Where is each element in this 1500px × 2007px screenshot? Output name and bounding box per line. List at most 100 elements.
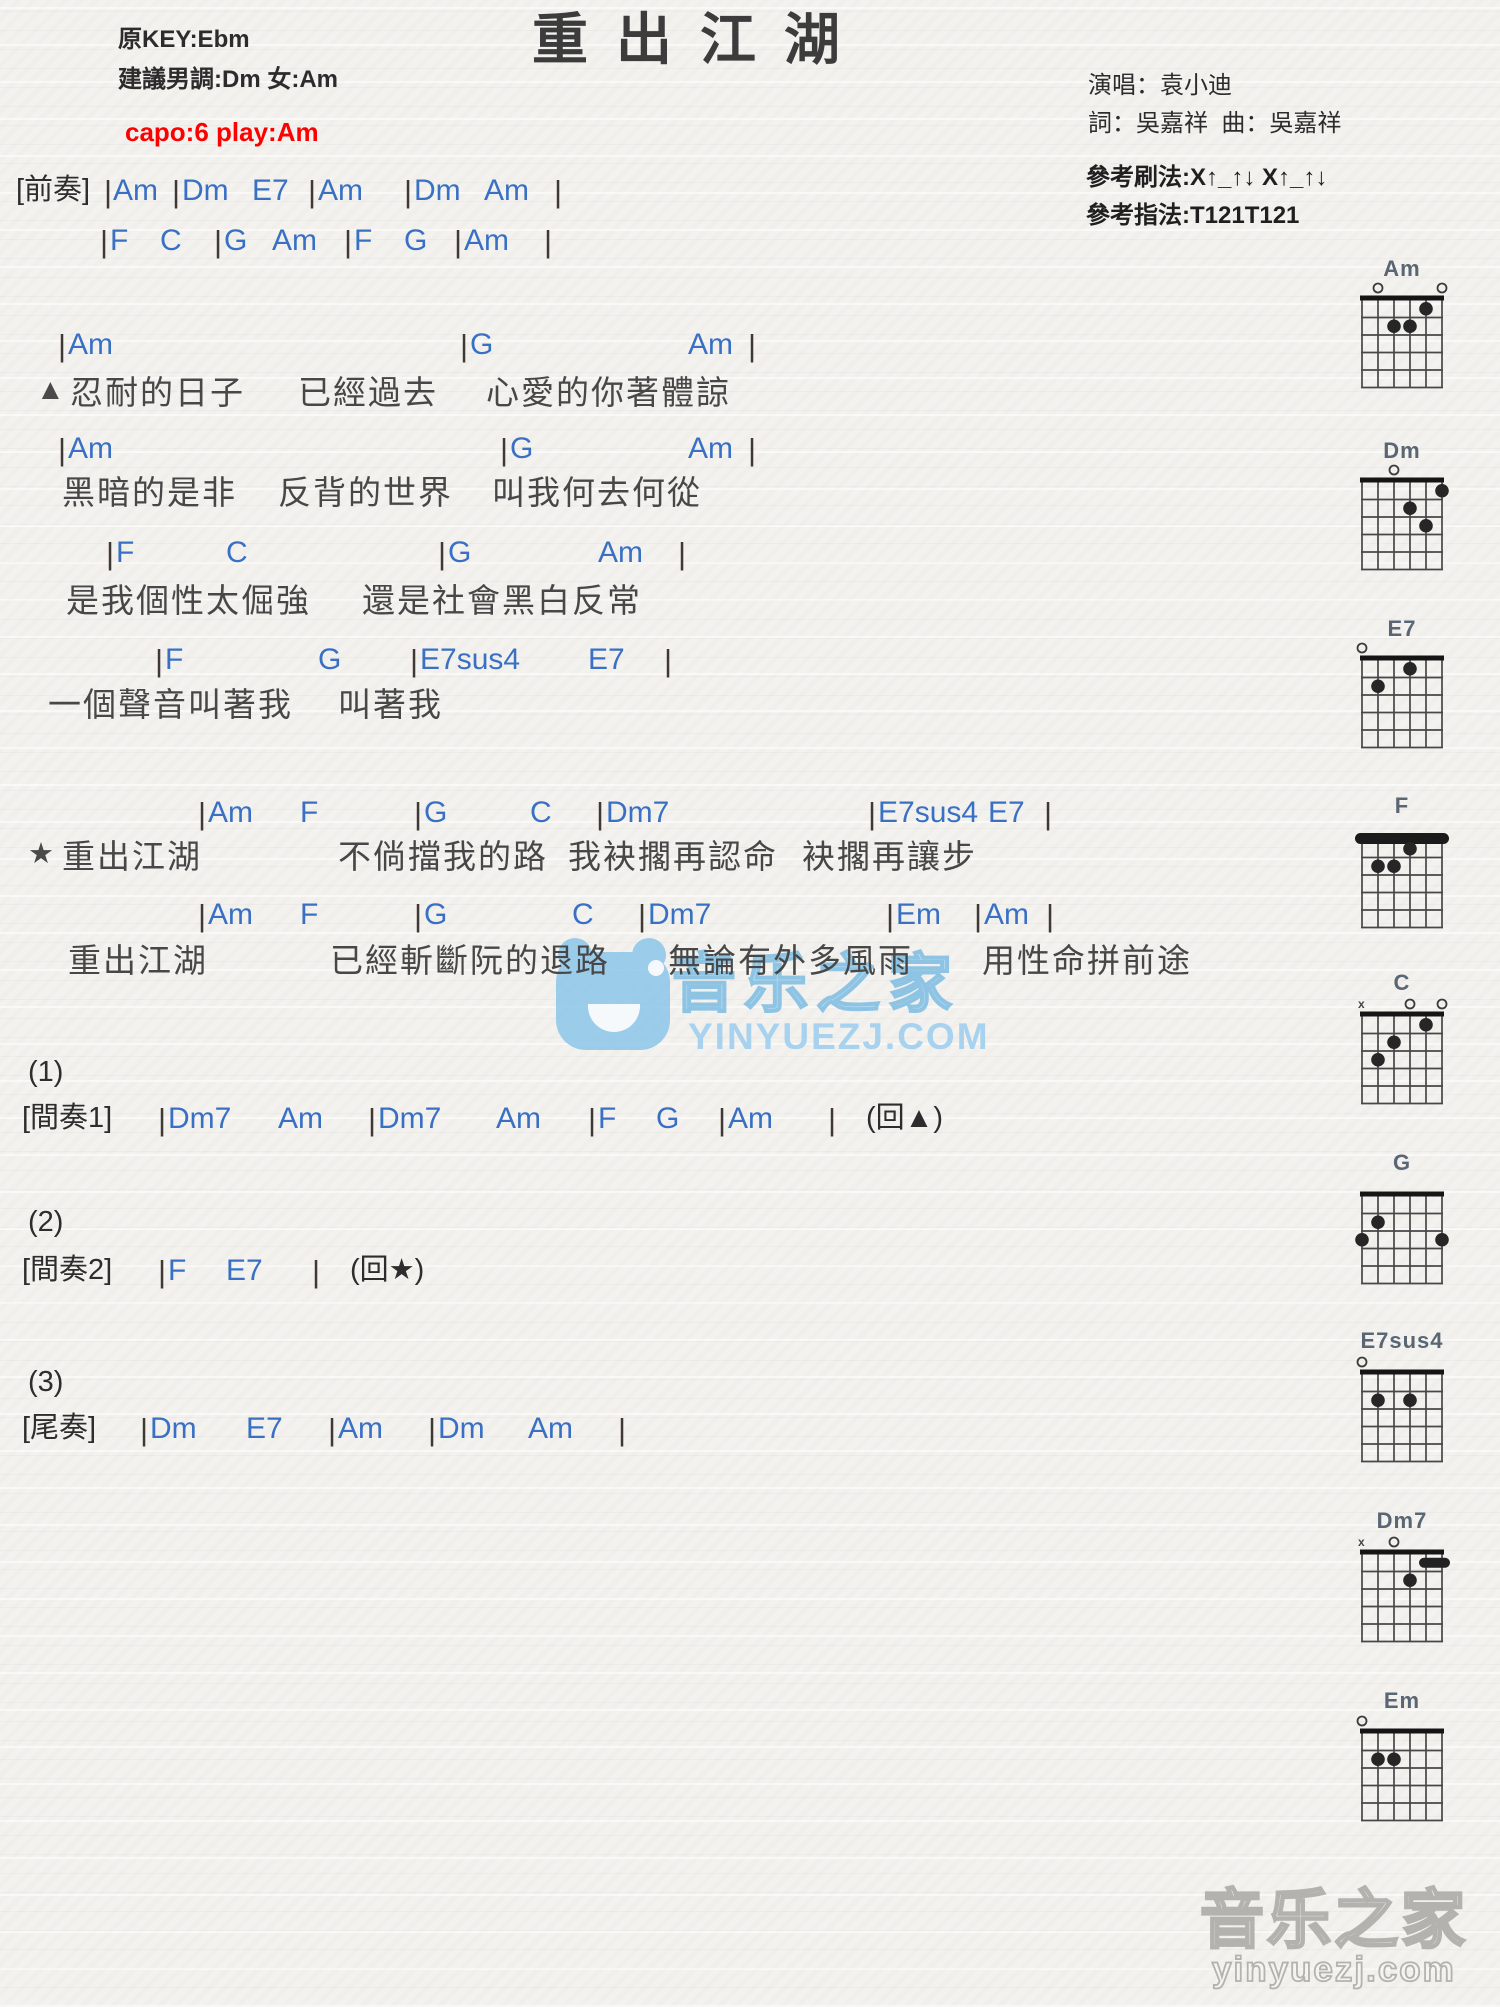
section-label: [前奏] xyxy=(16,174,91,206)
chord-token: E7 xyxy=(246,1412,283,1445)
watermark-brand-text: 音乐之家 xyxy=(671,947,960,1021)
barline-token: | xyxy=(58,432,67,467)
barline-token: | xyxy=(544,224,553,259)
barline-token: | xyxy=(1046,898,1055,933)
lyric-text: 還是社會黑白反常 xyxy=(362,582,642,619)
barline-token: | xyxy=(106,536,115,571)
chord-token: G xyxy=(424,796,448,829)
chord-diagram-E7 xyxy=(1356,642,1444,749)
original-key: 原KEY:Ebm xyxy=(118,26,250,53)
lyric-text: 我袂擱再認命 xyxy=(568,838,778,875)
chord-token: Am xyxy=(688,328,733,361)
section-label: (回▲) xyxy=(866,1102,944,1134)
barline-token: | xyxy=(214,224,223,259)
credits: 詞：吳嘉祥 曲：吳嘉祥 xyxy=(1088,110,1342,137)
section-label: (2) xyxy=(28,1206,64,1238)
chord-token: Am xyxy=(278,1102,323,1135)
yinyuezj-logo-icon xyxy=(556,938,674,1052)
chord-token: E7 xyxy=(252,174,289,207)
chord-token: F xyxy=(168,1254,187,1287)
lyric-text: 黑暗的是非 xyxy=(62,474,237,511)
chord-token: Am xyxy=(338,1412,383,1445)
chord-token: G xyxy=(224,224,248,257)
chord-token: Dm xyxy=(438,1412,485,1445)
barline-token: | xyxy=(312,1254,321,1289)
chord-token: Dm xyxy=(150,1412,197,1445)
chord-token: F xyxy=(354,224,373,257)
chord-name-F: F xyxy=(1394,793,1410,818)
barline-token: | xyxy=(58,328,67,363)
barline-token: | xyxy=(414,898,423,933)
chord-token: Am xyxy=(272,224,317,257)
barline-token: | xyxy=(596,796,605,831)
barline-token: | xyxy=(172,174,181,209)
barline-token: | xyxy=(428,1412,437,1447)
chord-token: Dm xyxy=(182,174,229,207)
chord-token: Am xyxy=(528,1412,573,1445)
barline-token: | xyxy=(678,536,687,571)
barline-token: | xyxy=(198,898,207,933)
chord-diagram-E7sus4 xyxy=(1356,1356,1444,1463)
chord-token: Am xyxy=(208,796,253,829)
chord-diagram-C: x xyxy=(1358,997,1448,1105)
chord-token: Am xyxy=(113,174,158,207)
section-label: (回★) xyxy=(350,1254,425,1286)
lyric-text: 反背的世界 xyxy=(278,474,453,511)
lyric-text: 是我個性太倔強 xyxy=(66,582,311,619)
barline-token: | xyxy=(404,174,413,209)
chord-token: E7 xyxy=(588,643,625,676)
marker-token: ★ xyxy=(28,838,54,870)
watermark-site-text: YINYUEZJ.COM xyxy=(688,1016,990,1057)
chord-token: Dm7 xyxy=(648,898,712,931)
chord-token: G xyxy=(448,536,472,569)
chord-name-Am: Am xyxy=(1383,256,1421,281)
chord-token: Am xyxy=(484,174,529,207)
chord-token: F xyxy=(165,643,184,676)
chord-token: C xyxy=(226,536,248,569)
lyric-text: 叫著我 xyxy=(338,686,443,723)
barline-token: | xyxy=(368,1102,377,1137)
barline-token: | xyxy=(718,1102,727,1137)
suggested-key: 建議男調:Dm 女:Am xyxy=(118,66,338,93)
chord-token: G xyxy=(656,1102,680,1135)
lyric-text: 叫我何去何從 xyxy=(492,474,702,511)
barline-token: | xyxy=(158,1102,167,1137)
chord-token: G xyxy=(424,898,448,931)
chord-token: Am xyxy=(984,898,1029,931)
barline-token: | xyxy=(140,1412,149,1447)
chord-diagram-Em xyxy=(1356,1715,1444,1822)
chord-token: E7 xyxy=(988,796,1025,829)
chord-name-E7: E7 xyxy=(1387,616,1417,641)
chord-token: Am xyxy=(208,898,253,931)
chord-name-C: C xyxy=(1393,970,1411,995)
chord-token: Em xyxy=(896,898,941,931)
barline-token: | xyxy=(638,898,647,933)
barline-token: | xyxy=(868,796,877,831)
barline-token: | xyxy=(198,796,207,831)
barline-token: | xyxy=(974,898,983,933)
chord-token: C xyxy=(530,796,552,829)
watermark-corner-brand: 音乐之家 xyxy=(1199,1883,1468,1957)
chord-token: C xyxy=(572,898,594,931)
chord-token: F xyxy=(116,536,135,569)
barline-token: | xyxy=(158,1254,167,1289)
chord-token: E7sus4 xyxy=(878,796,979,829)
chord-diagram-Dm xyxy=(1360,464,1449,571)
barline-token: | xyxy=(748,328,757,363)
chord-name-G: G xyxy=(1392,1150,1412,1175)
barline-token: | xyxy=(460,328,469,363)
lyric-text: 重出江湖 xyxy=(62,838,202,875)
barline-token: | xyxy=(414,796,423,831)
chord-token: G xyxy=(510,432,534,465)
chord-token: Am xyxy=(728,1102,773,1135)
chord-token: G xyxy=(318,643,342,676)
chord-token: Dm7 xyxy=(606,796,670,829)
chord-diagram-G xyxy=(1355,1191,1449,1285)
chord-diagram-Dm7: x xyxy=(1358,1535,1450,1643)
barline-token: | xyxy=(100,224,109,259)
page-title: 重出江湖 xyxy=(532,8,868,71)
barline-token: | xyxy=(886,898,895,933)
lyric-text: 重出江湖 xyxy=(68,942,208,979)
chord-token: C xyxy=(160,224,182,257)
